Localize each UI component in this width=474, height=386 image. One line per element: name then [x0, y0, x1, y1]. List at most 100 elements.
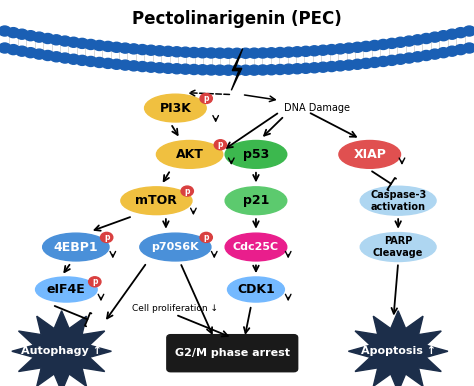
Text: Caspase-3
activation: Caspase-3 activation [370, 190, 426, 212]
Text: p: p [92, 277, 98, 286]
Text: CDK1: CDK1 [237, 283, 275, 296]
Text: DNA Damage: DNA Damage [284, 103, 350, 113]
Circle shape [360, 41, 372, 51]
Text: Cdc25C: Cdc25C [233, 242, 279, 252]
Circle shape [33, 32, 46, 42]
Circle shape [67, 54, 80, 64]
Circle shape [16, 29, 28, 39]
Circle shape [119, 43, 131, 53]
Polygon shape [231, 49, 243, 90]
Text: p21: p21 [243, 194, 269, 207]
Circle shape [42, 34, 54, 44]
Text: p: p [104, 233, 109, 242]
Circle shape [84, 56, 97, 66]
Circle shape [403, 53, 415, 63]
Circle shape [24, 30, 36, 41]
Circle shape [308, 63, 320, 73]
Circle shape [326, 61, 338, 71]
Circle shape [7, 28, 19, 38]
Circle shape [386, 38, 398, 48]
Polygon shape [348, 311, 448, 386]
Circle shape [265, 65, 278, 75]
Circle shape [386, 55, 398, 65]
Circle shape [283, 64, 295, 74]
Text: AKT: AKT [176, 148, 203, 161]
Ellipse shape [360, 186, 436, 215]
Circle shape [145, 45, 157, 55]
Circle shape [300, 46, 312, 56]
Circle shape [188, 64, 200, 74]
Circle shape [205, 65, 218, 75]
Circle shape [171, 64, 183, 74]
Circle shape [343, 43, 355, 53]
Circle shape [368, 58, 381, 68]
Circle shape [377, 56, 390, 66]
Ellipse shape [228, 277, 284, 302]
Circle shape [274, 47, 286, 58]
Circle shape [200, 93, 212, 103]
Circle shape [181, 186, 193, 196]
Circle shape [84, 39, 97, 49]
Circle shape [368, 41, 381, 51]
Circle shape [222, 65, 235, 75]
Circle shape [438, 47, 450, 58]
Circle shape [154, 46, 166, 56]
Text: Pectolinarigenin (PEC): Pectolinarigenin (PEC) [132, 10, 342, 28]
Circle shape [33, 49, 46, 59]
Ellipse shape [43, 233, 109, 261]
Circle shape [67, 37, 80, 47]
Circle shape [214, 65, 226, 75]
Circle shape [343, 60, 355, 70]
Text: p: p [203, 233, 209, 242]
Ellipse shape [225, 141, 287, 168]
Circle shape [128, 61, 140, 71]
Circle shape [93, 41, 106, 51]
Circle shape [136, 61, 148, 71]
Text: p: p [218, 140, 223, 149]
Circle shape [205, 48, 218, 58]
Circle shape [231, 65, 243, 75]
Circle shape [179, 64, 191, 74]
Circle shape [50, 52, 63, 62]
Circle shape [394, 37, 407, 47]
Ellipse shape [339, 141, 401, 168]
Circle shape [222, 48, 235, 58]
Circle shape [256, 65, 269, 75]
Circle shape [42, 51, 54, 61]
Circle shape [291, 47, 303, 57]
Ellipse shape [36, 277, 97, 302]
Circle shape [76, 55, 88, 65]
Circle shape [196, 48, 209, 58]
Circle shape [196, 65, 209, 75]
Circle shape [214, 48, 226, 58]
Circle shape [59, 53, 71, 63]
Circle shape [334, 44, 346, 54]
Text: PARP
Cleavage: PARP Cleavage [373, 236, 423, 258]
Circle shape [110, 59, 123, 69]
Circle shape [154, 63, 166, 73]
Circle shape [438, 30, 450, 41]
Circle shape [239, 65, 252, 75]
Circle shape [162, 46, 174, 56]
Circle shape [0, 43, 11, 53]
Text: Cell proliferation ↓: Cell proliferation ↓ [132, 304, 219, 313]
Circle shape [455, 28, 467, 38]
Circle shape [179, 47, 191, 57]
Circle shape [239, 48, 252, 58]
Circle shape [446, 46, 458, 56]
Circle shape [7, 45, 19, 55]
Circle shape [102, 58, 114, 68]
Circle shape [317, 45, 329, 55]
Circle shape [162, 63, 174, 73]
Circle shape [214, 140, 227, 150]
Circle shape [136, 44, 148, 54]
Circle shape [463, 43, 474, 53]
Circle shape [455, 45, 467, 55]
Circle shape [420, 51, 432, 61]
Circle shape [100, 232, 113, 242]
Circle shape [76, 38, 88, 48]
Circle shape [188, 47, 200, 58]
Circle shape [428, 49, 441, 59]
Circle shape [89, 277, 101, 287]
Circle shape [0, 26, 11, 36]
